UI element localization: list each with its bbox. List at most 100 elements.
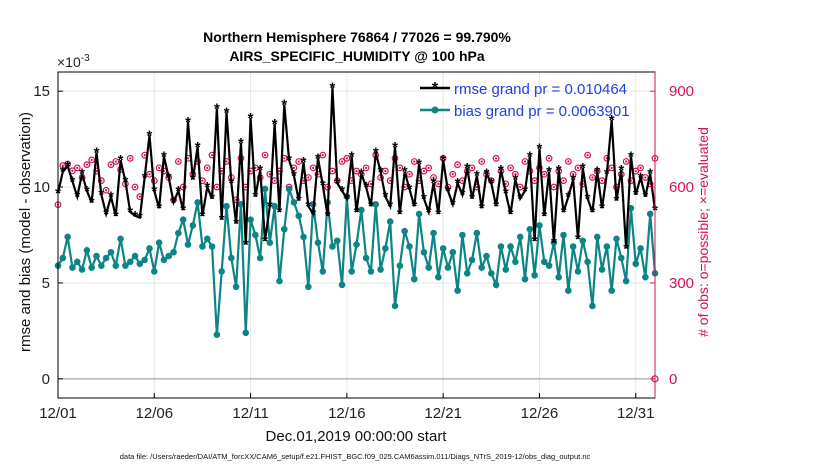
bias-point [579,237,587,245]
obs-possible-point [88,156,96,164]
bias-point [497,243,505,250]
rmse-point: * [147,127,153,144]
bias-point [420,248,428,256]
bias-point [536,222,543,229]
obs-evaluated-point [302,179,305,182]
bias-point [126,258,134,266]
obs-evaluated-point [95,169,98,173]
bias-point [512,258,519,266]
obs-evaluated-point [389,179,392,182]
obs-evaluated-point [114,160,117,163]
rmse-point: * [137,210,143,227]
obs-evaluated-point [480,160,483,163]
rmse-point: * [103,206,109,223]
bias-point [425,264,433,271]
obs-possible-point [603,154,611,162]
obs-evaluated-point [639,166,642,169]
bias-point [565,287,572,294]
obs-evaluated-point [369,182,373,185]
bias-point [319,268,327,275]
rmse-point: * [200,208,206,225]
bias-point [622,277,630,285]
obs-evaluated-point [321,153,324,157]
bias-point [473,229,481,237]
obs-evaluated-point [408,173,411,176]
rmse-point: * [638,169,644,186]
bias-point [170,248,177,256]
bias-point [218,268,225,275]
bias-point [439,245,447,252]
bias-point [454,287,461,294]
obs-evaluated-point [644,176,647,179]
bias-point [502,266,510,273]
rmse-point: * [301,154,307,171]
obs-evaluated-point [340,160,344,163]
bias-point [435,273,442,281]
rmse-point: * [488,175,494,192]
rmse-point: * [618,162,624,179]
rmse-point: * [70,173,76,190]
obs-evaluated-point [138,195,141,198]
bias-point [444,264,452,271]
obs-evaluated-point [576,166,580,169]
bias-point [367,268,375,275]
rmse-point: * [127,204,133,221]
rmse-point: * [281,97,287,114]
obs-possible-point [97,177,105,185]
bias-point [271,202,278,210]
rmse-point: * [94,145,100,162]
obs-evaluated-point [543,173,546,176]
rmse-point: * [171,194,177,211]
rmse-point: * [79,166,85,183]
rmse-point: * [464,160,470,177]
obs-evaluated-point [158,166,161,169]
bias-point [377,266,384,273]
rmse-point: * [132,208,138,225]
x-tick-label: 12/21 [424,405,462,422]
rmse-point: * [392,139,398,156]
bias-point [348,268,355,275]
obs-possible-point [584,151,591,159]
rmse-point: * [368,198,374,215]
bias-point [386,218,394,225]
obs-evaluated-point [90,158,93,161]
bias-point [589,302,596,310]
bias-point [223,202,230,210]
rmse-point: * [609,112,615,129]
obs-possible-point [492,154,500,162]
bias-point [165,252,173,260]
bias-point [136,260,144,268]
obs-possible-point [73,164,81,172]
obs-possible-point [641,174,649,181]
bias-point [160,256,168,264]
chart-title-line1: Northern Hemisphere 76864 / 77026 = 99.7… [203,29,511,45]
bias-point [488,270,495,277]
obs-evaluated-point [129,157,132,160]
bias-point [300,233,307,241]
bias-point [560,231,567,239]
bias-point [208,243,216,250]
obs-possible-point [319,151,327,159]
obs-evaluated-point [442,157,445,160]
bias-point [64,233,71,241]
obs-evaluated-point [297,160,300,163]
bias-point [141,256,148,264]
bias-point [232,283,240,291]
obs-evaluated-point [350,179,353,182]
rmse-point: * [498,162,504,179]
bias-point [406,243,413,250]
bias-point [358,206,365,214]
obs-possible-point [83,161,91,169]
rmse-point: * [522,183,528,200]
bias-point [637,245,644,252]
obs-evaluated-point [562,179,565,182]
rmse-point: * [65,158,71,175]
bias-point [545,262,553,269]
obs-possible-point [468,164,476,172]
rmse-point: * [252,189,258,206]
y-tick-label: 15 [33,83,50,100]
y-right-axis-label: # of obs: o=possible; ×=evaluated [695,127,711,337]
obs-evaluated-point [552,185,555,189]
rmse-point: * [541,208,547,225]
